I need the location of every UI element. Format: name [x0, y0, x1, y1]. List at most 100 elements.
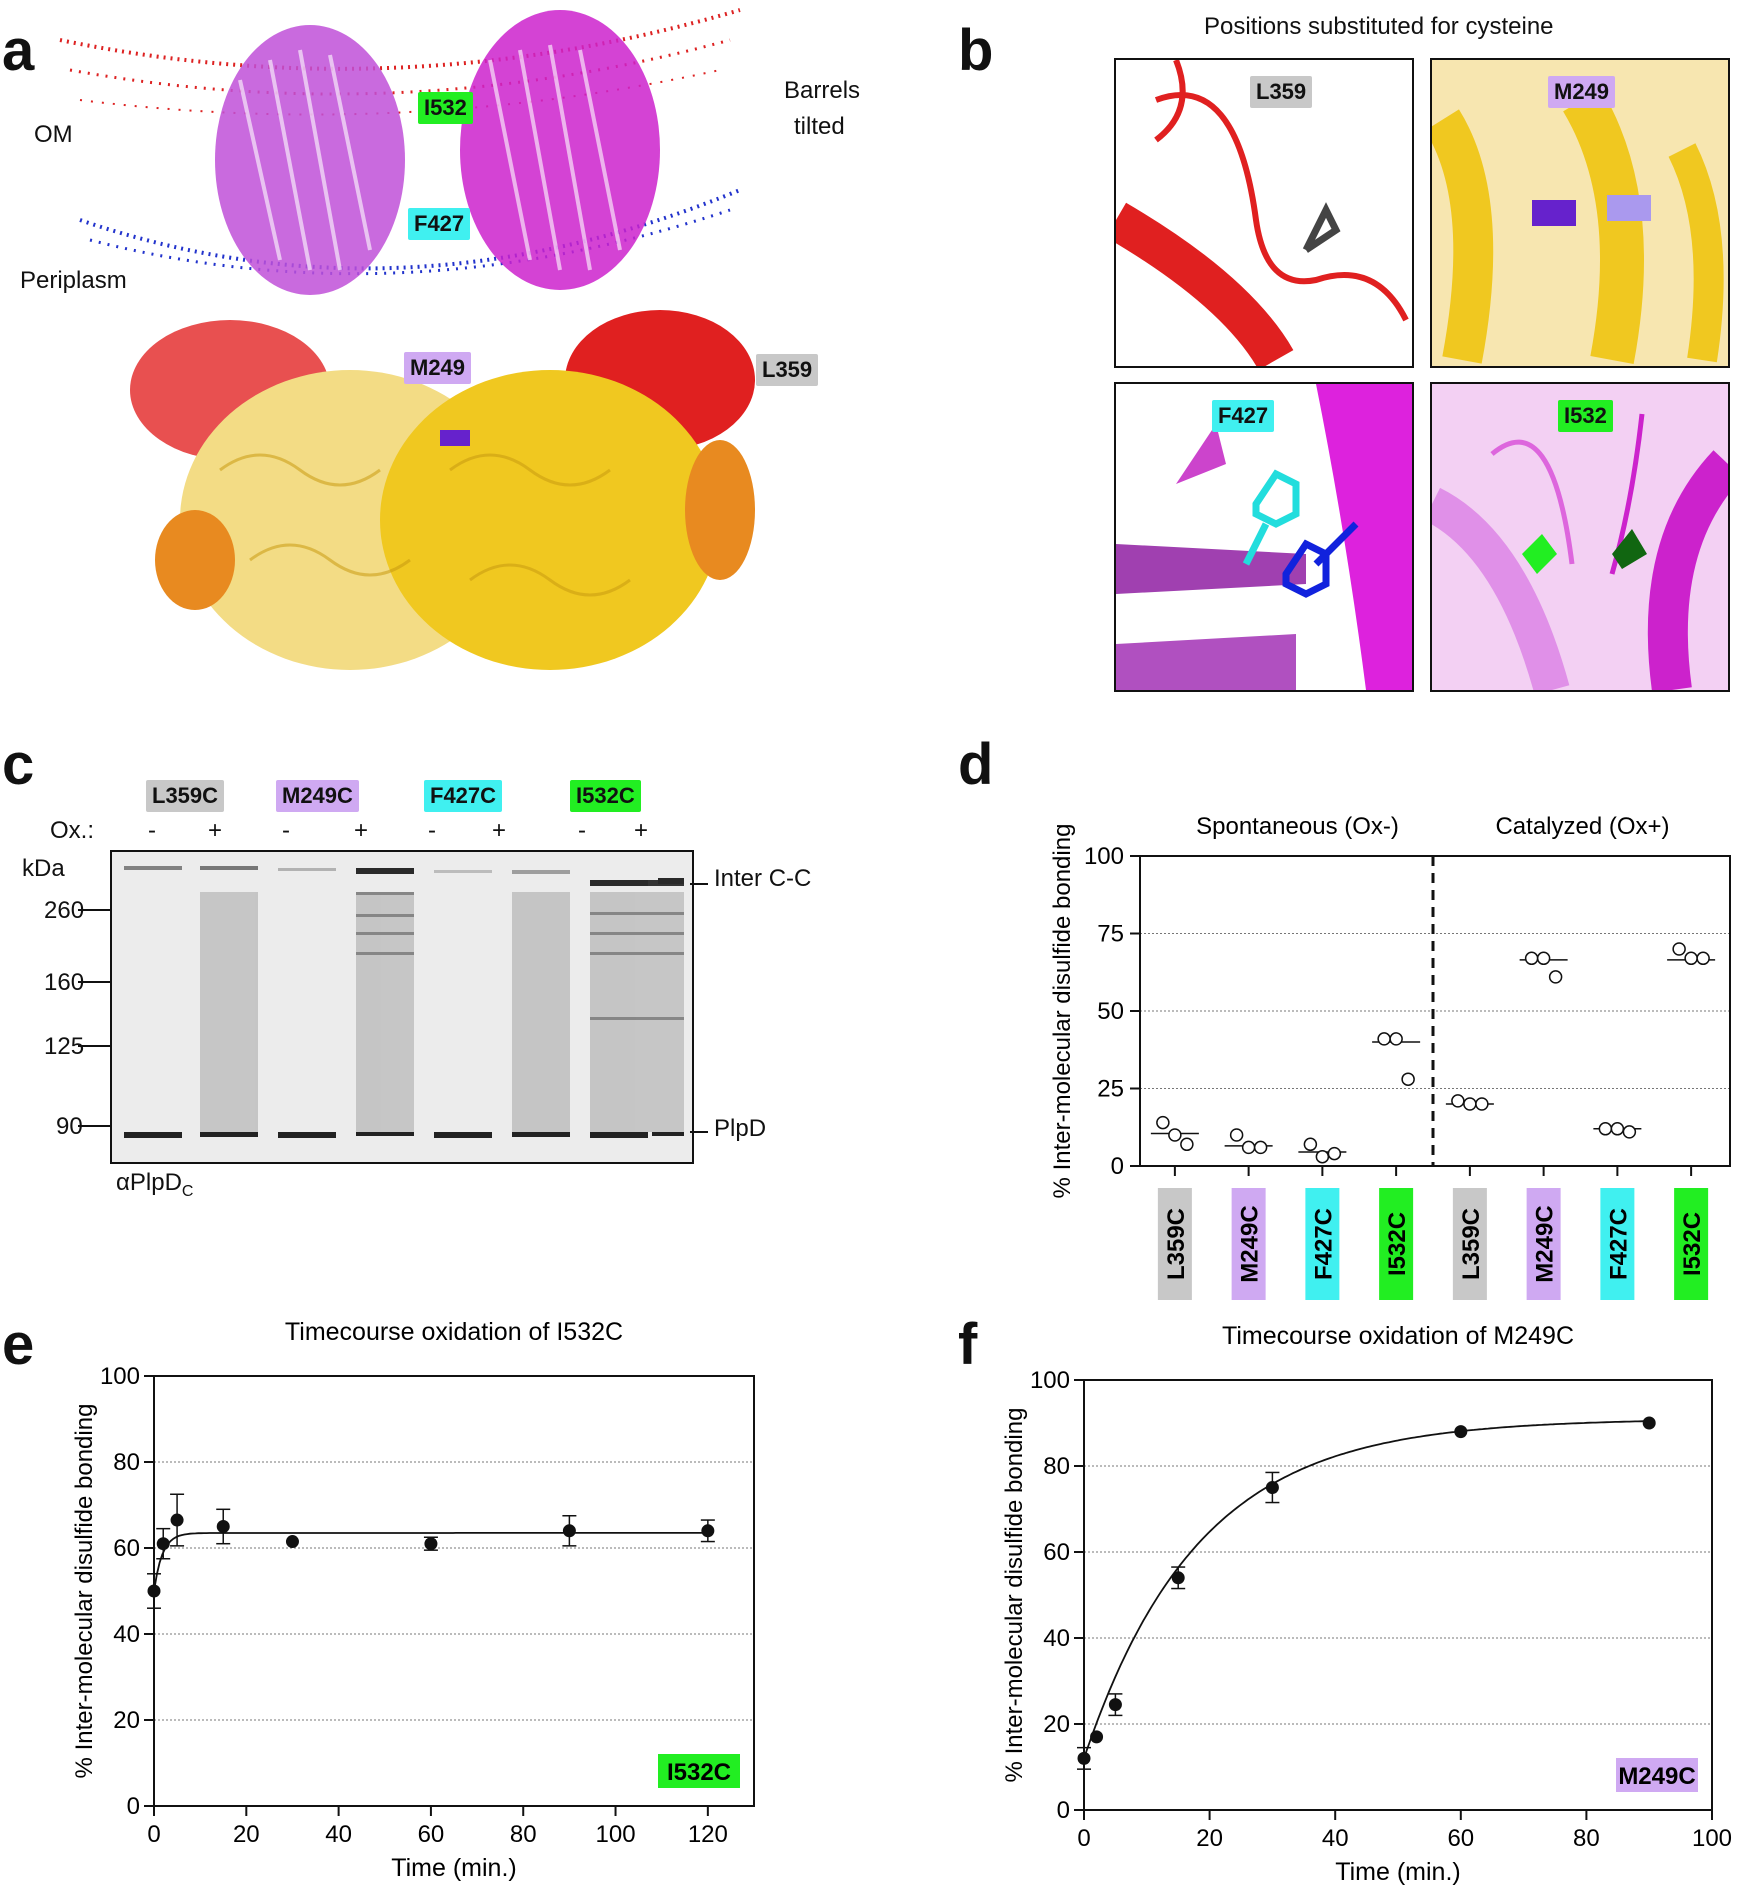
- chart-e-fit-curve: [153, 1532, 708, 1592]
- chart-e-ytick-label-0: 0: [127, 1793, 140, 1820]
- chart-f-xlabel: Time (min.): [1335, 1858, 1460, 1886]
- chart-f-tag-bg: [1616, 1758, 1698, 1792]
- chart-d-point-0-0: [1156, 1115, 1170, 1130]
- chart-e-ytick-label-5: 100: [100, 1363, 140, 1390]
- chart-d-point-0-2: [1180, 1137, 1194, 1152]
- inset-i532: I532: [1430, 382, 1730, 692]
- inset-f427: F427: [1114, 382, 1414, 692]
- chart-f-point-3: [1171, 1571, 1185, 1585]
- chart-d-point-7-0: [1672, 942, 1686, 956]
- chart-d-category-7: I532C: [1674, 1188, 1709, 1300]
- chart-f-ytick-label-5: 100: [1030, 1367, 1070, 1394]
- chart-e-tag-bg: [658, 1754, 740, 1788]
- lane-f427c-plus: +: [492, 817, 507, 844]
- tag-f427: F427: [408, 208, 471, 240]
- chart-e-xtick-label-4: 80: [510, 1821, 537, 1848]
- chart-f-point-0: [1077, 1751, 1091, 1765]
- chart-d-point-5-1: [1536, 951, 1551, 966]
- chart-d-point-2-1: [1315, 1149, 1330, 1164]
- right-ticks: [690, 883, 708, 1133]
- chart-d-category-label-6: F427C: [1605, 1208, 1632, 1280]
- chart-d-category-bg-5: [1526, 1188, 1561, 1300]
- chart-e-frame: [153, 1375, 755, 1807]
- lane-f427c-minus: -: [428, 817, 436, 844]
- panel-letter-c: c: [2, 732, 35, 797]
- lane-l359c-plus: +: [208, 817, 223, 844]
- chart-d-point-0-1: [1168, 1128, 1182, 1142]
- chart-d-point-3-1: [1389, 1032, 1403, 1046]
- marker-ticks: [78, 909, 110, 1127]
- chart-d-point-4-1: [1463, 1097, 1477, 1111]
- chart-d-point-5-2: [1548, 970, 1563, 984]
- chart-e-ylabel: % Inter-molecular disulfide bonding: [71, 1404, 98, 1779]
- chart-d-category-5: M249C: [1526, 1188, 1561, 1300]
- chart-f-point-1: [1090, 1730, 1104, 1744]
- chart-f-tag-label: M249C: [1618, 1763, 1695, 1790]
- chart-d-category-label-3: I532C: [1384, 1212, 1411, 1276]
- chart-e-ytick-label-3: 60: [113, 1535, 140, 1562]
- panel-letter-a: a: [2, 18, 35, 83]
- chart-f-ytick-label-0: 0: [1057, 1797, 1070, 1824]
- antibody-subscript: C: [181, 1182, 194, 1200]
- chart-e-point-5: [424, 1537, 438, 1551]
- chart-e-point-1: [156, 1537, 170, 1551]
- tag-m249: M249: [404, 352, 472, 384]
- marker-125: 125: [44, 1033, 85, 1060]
- chart-d-point-7-1: [1684, 951, 1698, 966]
- plpd-label: PlpD: [714, 1115, 767, 1142]
- protein-structure-illustration: [59, 8, 755, 670]
- chart-e-xtick-label-6: 120: [688, 1821, 728, 1848]
- chart-d-category-3: I532C: [1379, 1188, 1414, 1300]
- chart-e-point-0: [147, 1584, 161, 1598]
- chart-e-xtick-label-1: 20: [233, 1821, 260, 1848]
- chart-f-ytick-label-2: 40: [1043, 1625, 1070, 1652]
- chart-d-category-label-4: L359C: [1458, 1208, 1485, 1280]
- chart-d-category-label-0: L359C: [1163, 1208, 1190, 1280]
- tag-l359: L359: [756, 354, 819, 386]
- chart-d-point-2-0: [1303, 1137, 1318, 1152]
- chart-f-fit-curve: [1083, 1420, 1650, 1759]
- chart-d-category-bg-1: [1231, 1188, 1266, 1300]
- chart-f-frame: [1083, 1379, 1713, 1811]
- chart-d-point-1-0: [1229, 1128, 1244, 1142]
- chart-d-point-6-1: [1610, 1122, 1625, 1136]
- chart-d-category-2: F427C: [1305, 1188, 1340, 1300]
- chart-f-xtick-label-0: 0: [1077, 1825, 1090, 1852]
- inset-tag-f427: F427: [1212, 400, 1275, 432]
- tag-i532: I532: [418, 92, 473, 124]
- chart-e-xtick-label-3: 60: [418, 1821, 445, 1848]
- chart-e-title: Timecourse oxidation of I532C: [285, 1318, 623, 1346]
- chart-d-category-bg-2: [1305, 1188, 1340, 1300]
- chart-d-category-0: L359C: [1157, 1188, 1192, 1300]
- inset-tag-m249: M249: [1548, 76, 1616, 108]
- chart-d-category-label-5: M249C: [1532, 1205, 1559, 1282]
- chart-e-xtick-label-0: 0: [147, 1821, 160, 1848]
- inter-cc-label: Inter C-C: [714, 865, 812, 892]
- chart-e-point-7: [701, 1524, 715, 1538]
- chart-f-title: Timecourse oxidation of M249C: [1222, 1322, 1574, 1350]
- chart-d-ytick-label-0: 0: [1111, 1153, 1124, 1180]
- marker-160: 160: [44, 969, 85, 996]
- chart-d: 0 25 50 75 100 Spontaneous (Ox-) Catalyzed (Ox…: [1049, 813, 1731, 1300]
- chart-e-tag-label: I532C: [667, 1759, 731, 1786]
- chart-f-xtick-label-2: 40: [1322, 1825, 1349, 1852]
- chart-d-ytick-label-2: 50: [1097, 998, 1124, 1025]
- chart-d-point-4-0: [1451, 1094, 1465, 1108]
- chart-f-ylabel: % Inter-molecular disulfide bonding: [1001, 1408, 1028, 1783]
- chart-d-category-bg-7: [1674, 1188, 1709, 1300]
- sample-tag-l359c: L359C: [146, 780, 225, 812]
- chart-f-ytick-label-4: 80: [1043, 1453, 1070, 1480]
- lane-i532c-minus: -: [578, 817, 586, 844]
- chart-d-ylabel: % Inter-molecular disulfide bonding: [1049, 824, 1076, 1199]
- chart-f-xtick-label-1: 20: [1196, 1825, 1223, 1852]
- panel-letter-d: d: [958, 732, 994, 797]
- antibody-name: αPlpD: [116, 1169, 182, 1196]
- chart-f-xtick-label-5: 100: [1692, 1825, 1732, 1852]
- chart-e-xtick-label-2: 40: [325, 1821, 352, 1848]
- western-blot: [110, 850, 694, 1164]
- chart-d-category-label-2: F427C: [1310, 1208, 1337, 1280]
- chart-d-point-6-0: [1598, 1122, 1613, 1136]
- lane-m249c-plus: +: [354, 817, 369, 844]
- chart-f: Timecourse oxidation of M249C 0 20 40 60 80 10…: [1001, 1322, 1732, 1886]
- inset-m249: M249: [1430, 58, 1730, 368]
